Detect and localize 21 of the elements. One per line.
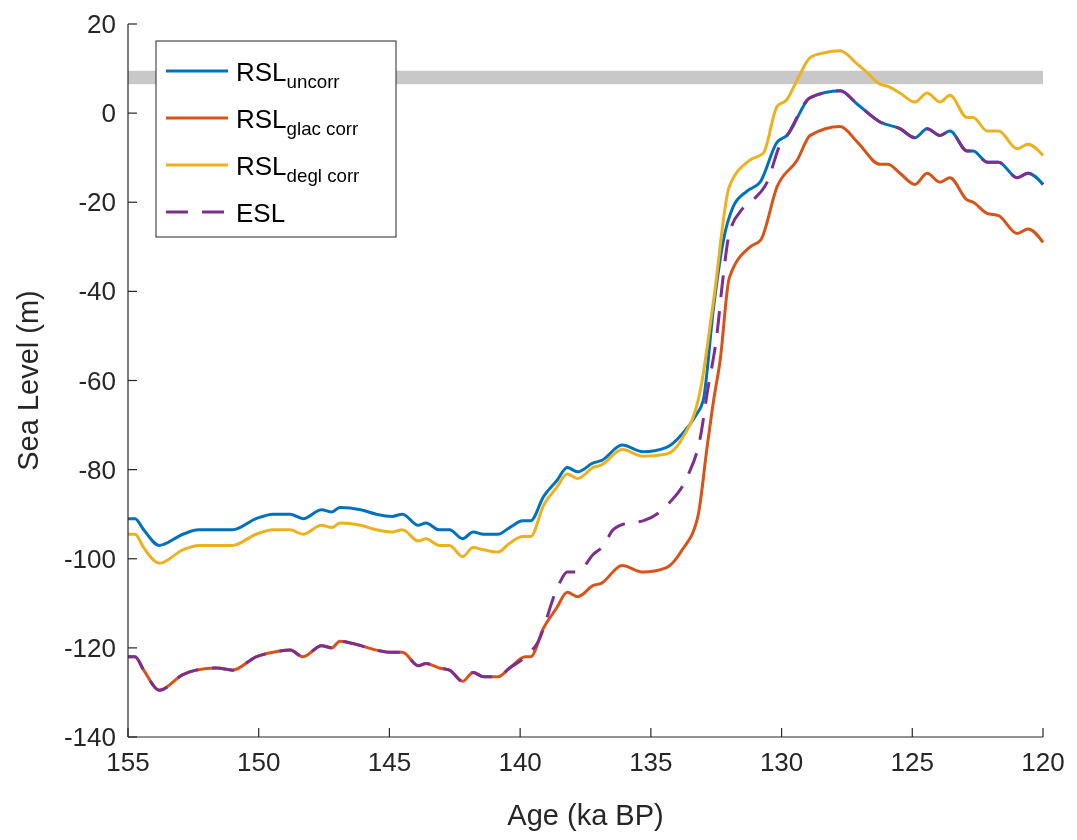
y-tick-label: -120 [63,632,116,663]
x-tick-label: 135 [629,747,673,777]
y-tick-label: 0 [101,98,116,129]
x-tick-label: 145 [367,747,412,777]
y-tick-label: -60 [78,365,116,396]
x-tick-label: 125 [890,747,934,777]
legend-label: RSL$_{glac corr}$ [236,104,359,139]
y-axis-title: Sea Level (m) [12,290,44,471]
x-tick-label: 120 [1021,747,1065,777]
y-tick-label: 20 [87,9,116,39]
x-tick-label: 150 [237,747,281,777]
x-tick-label: 140 [498,747,542,777]
legend-label: ESL [236,198,286,228]
x-tick-label: 130 [759,747,804,777]
legend-label: RSL$_{degl corr}$ [236,151,360,186]
x-axis-title: Age (ka BP) [507,799,664,831]
y-tick-label: -40 [78,276,116,307]
y-tick-label: -80 [78,454,116,485]
y-tick-label: -20 [78,187,116,218]
y-tick-label: -100 [63,543,116,574]
legend-label: RSL$_{uncorr}$ [236,57,340,92]
